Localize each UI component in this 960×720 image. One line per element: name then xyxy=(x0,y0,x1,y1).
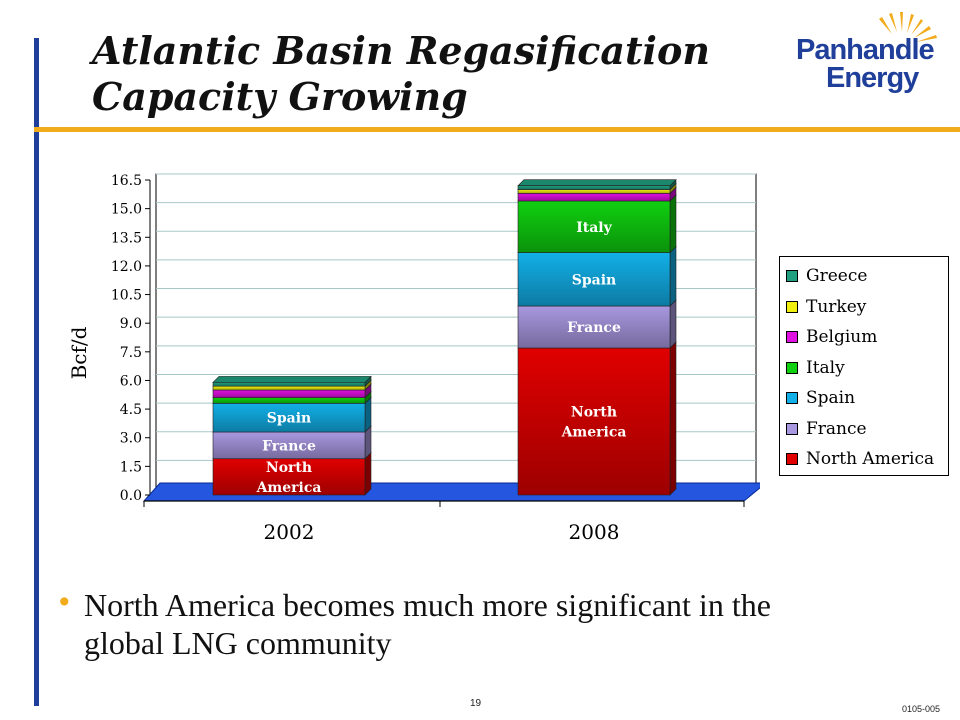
bar-segment-greece-2008 xyxy=(517,179,677,191)
y-axis-label: Bcf/d xyxy=(67,326,91,379)
bar-segment-label: America xyxy=(561,425,627,441)
y-tick-label: 7.5 xyxy=(120,345,142,361)
bar-segment-label: Spain xyxy=(572,272,616,288)
legend-label: Turkey xyxy=(806,296,867,317)
legend-item: France xyxy=(786,416,867,442)
y-tick-label: 4.5 xyxy=(120,402,142,418)
bullet-dot-icon: • xyxy=(56,586,73,619)
legend-item: Greece xyxy=(786,263,867,289)
y-tick-label: 3.0 xyxy=(120,431,142,447)
sunburst-icon xyxy=(879,12,937,42)
stacked-bar-chart: 0.0 1.5 3.0 4.5 6.0 7.5 9.0 10.5 12.0 13.5 15.0 16.… xyxy=(67,173,760,544)
legend-swatch xyxy=(786,453,798,465)
bar-segment-label: America xyxy=(256,480,322,496)
company-logo: Panhandle Energy xyxy=(790,8,950,100)
logo-text-line2: Energy xyxy=(826,62,919,94)
legend-swatch xyxy=(786,422,798,435)
y-tick-label: 1.5 xyxy=(120,459,142,475)
legend-swatch xyxy=(786,300,798,313)
bar-segment-label: France xyxy=(262,438,316,454)
legend-item: Italy xyxy=(786,355,845,381)
y-tick-label: 13.5 xyxy=(111,230,142,246)
y-tick-label: 12.0 xyxy=(111,259,142,275)
legend-item: Belgium xyxy=(786,324,877,350)
bar-segment-greece-2002 xyxy=(212,375,372,387)
legend-label: Belgium xyxy=(806,327,878,347)
bar-segment-label: Italy xyxy=(576,220,612,236)
y-tick-label: 9.0 xyxy=(120,316,142,332)
title-underline xyxy=(34,127,960,132)
bar-segment-italy-2008: Italy xyxy=(517,194,677,254)
slide-title: Atlantic Basin Regasification Capacity G… xyxy=(92,28,742,120)
bar-segment-label: Spain xyxy=(267,411,311,427)
legend-swatch xyxy=(786,392,798,404)
logo-text-line1: Panhandle xyxy=(796,34,935,66)
legend-item: Spain xyxy=(786,385,855,411)
x-category-label: 2002 xyxy=(264,520,315,544)
bar-segment-north-america-2008: North America xyxy=(517,341,677,496)
left-accent-rule xyxy=(34,38,39,706)
y-tick-label: 0.0 xyxy=(120,488,142,504)
chart-legend: Greece Turkey Belgium Italy Spain France North… xyxy=(779,256,949,476)
y-tick-label: 15.0 xyxy=(111,202,142,218)
legend-swatch xyxy=(786,361,798,374)
legend-item: North America xyxy=(786,446,934,472)
y-tick-label: 16.5 xyxy=(111,173,142,189)
y-tick-label: 10.5 xyxy=(111,288,142,304)
legend-label: Greece xyxy=(806,266,868,286)
bullet-text: North America becomes much more signific… xyxy=(84,587,771,661)
bar-segment-label: North xyxy=(571,405,617,421)
legend-label: France xyxy=(806,418,867,439)
slide-title-line1: Atlantic Basin Regasification xyxy=(92,28,710,73)
legend-item: Turkey xyxy=(786,294,866,320)
x-category-label: 2008 xyxy=(569,520,620,544)
bar-segment-label: France xyxy=(567,320,621,336)
legend-label: Spain xyxy=(806,388,856,408)
bar-segment-spain-2008: Spain xyxy=(517,245,677,307)
page-number: 19 xyxy=(470,698,482,709)
y-tick-label: 6.0 xyxy=(120,373,142,389)
bar-segment-north-america-2002: North America xyxy=(212,452,372,496)
legend-label: Italy xyxy=(806,357,845,378)
document-code: 0105-005 xyxy=(902,704,941,714)
legend-swatch xyxy=(786,331,798,343)
legend-label: North America xyxy=(806,449,935,469)
bullet-point: • North America becomes much more signif… xyxy=(56,586,804,662)
legend-swatch xyxy=(786,270,798,282)
bar-segment-france-2008: France xyxy=(517,299,677,349)
bar-segment-label: North xyxy=(266,460,312,476)
slide-title-line2: Capacity Growing xyxy=(92,74,468,119)
